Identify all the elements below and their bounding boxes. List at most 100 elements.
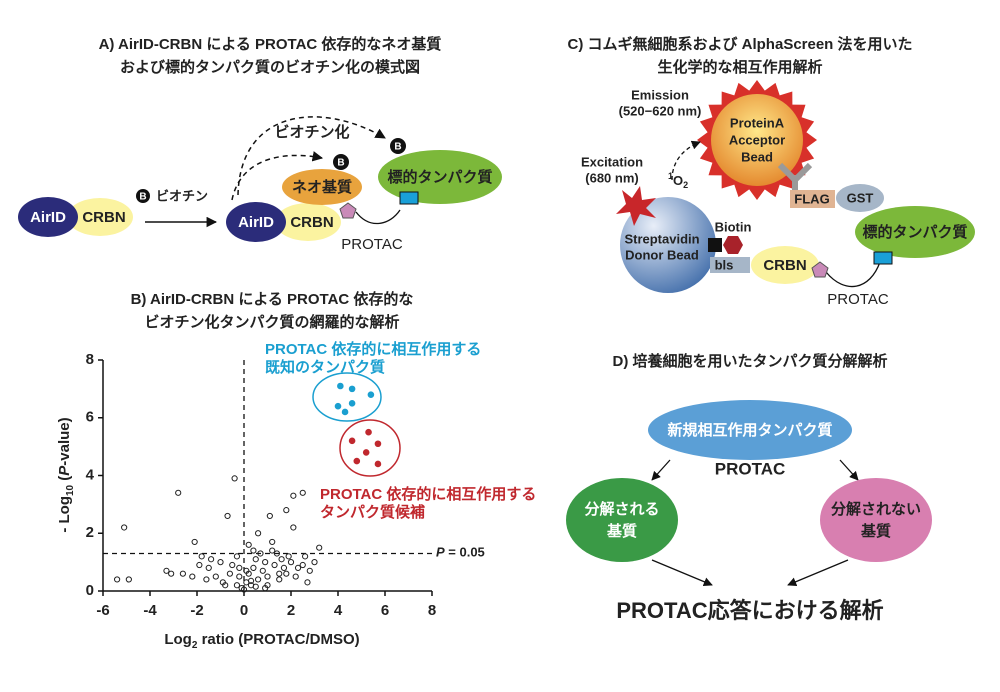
point <box>168 570 175 577</box>
point <box>236 573 243 580</box>
point <box>278 556 285 563</box>
point <box>240 586 248 593</box>
x-tick-label: 4 <box>334 602 343 619</box>
x-tick-label: 8 <box>428 602 436 619</box>
point <box>287 559 295 566</box>
label: AirID <box>238 214 274 231</box>
label: 新規相互作用タンパク質 <box>667 421 832 439</box>
crbn <box>67 198 133 236</box>
point <box>226 570 233 577</box>
antibody <box>777 162 813 192</box>
point <box>294 564 302 572</box>
point <box>198 553 205 560</box>
point <box>257 550 264 557</box>
point <box>233 582 241 589</box>
y-tick-label: 0 <box>86 582 94 599</box>
label: Bead <box>741 149 773 164</box>
point <box>299 489 306 496</box>
arrow <box>231 151 324 201</box>
point <box>337 382 344 390</box>
label: CRBN <box>290 214 333 231</box>
label: AirID <box>30 209 66 226</box>
point <box>262 585 269 592</box>
annotation: PROTAC 依存的に相互作用する <box>320 485 536 503</box>
point <box>121 524 128 531</box>
label: 基質 <box>606 522 637 540</box>
x-tick-label: 2 <box>287 602 295 619</box>
point <box>208 556 215 563</box>
label: PROTAC応答における解析 <box>616 598 883 623</box>
point <box>306 567 313 574</box>
cluster-outline <box>339 419 401 477</box>
point <box>269 547 276 554</box>
annotation: 既知のタンパク質 <box>265 358 385 376</box>
point <box>250 547 257 554</box>
title: A) AirID-CRBN による PROTAC 依存的なネオ基質 <box>99 35 442 53</box>
point <box>264 573 271 580</box>
point <box>362 449 370 456</box>
x-tick-label: -4 <box>143 602 157 619</box>
linker <box>355 209 401 225</box>
label: bls <box>715 257 734 272</box>
point <box>250 564 257 572</box>
annotation: PROTAC 依存的に相互作用する <box>265 340 481 358</box>
label: B <box>394 142 401 153</box>
label: B <box>139 192 146 203</box>
biotin-icon <box>333 154 349 170</box>
point <box>175 489 182 496</box>
label: (520−620 nm) <box>619 103 702 118</box>
label: Biotin <box>715 219 752 234</box>
panel-c: C) コムギ無細胞系および AlphaScreen 法を用いた 生化学的な相互作… <box>567 35 975 308</box>
title: C) コムギ無細胞系および AlphaScreen 法を用いた <box>567 35 912 53</box>
label: PROTAC <box>827 291 889 308</box>
point <box>252 556 259 563</box>
x-tick-label: -6 <box>96 602 109 619</box>
annotation: タンパク質候補 <box>320 503 425 521</box>
label: Donor Bead <box>625 247 699 262</box>
point <box>365 428 372 436</box>
label: CRBN <box>763 257 806 274</box>
title: ビオチン化タンパク質の網羅的な解析 <box>144 313 399 331</box>
ligand <box>811 261 829 278</box>
point <box>205 564 212 572</box>
x-axis-label: Log2 ratio (PROTAC/DMSO) <box>164 631 359 651</box>
label: CRBN <box>82 209 125 226</box>
point <box>374 440 382 448</box>
label: ビオチン <box>156 188 208 203</box>
point <box>280 564 288 572</box>
node <box>566 478 678 562</box>
point <box>255 576 262 583</box>
label: PROTAC <box>341 236 403 253</box>
point <box>125 576 132 583</box>
label: FLAG <box>794 191 829 206</box>
biotin-icon <box>136 189 150 203</box>
point <box>229 561 236 569</box>
point <box>292 573 299 580</box>
bls <box>710 257 750 273</box>
point <box>269 538 276 546</box>
burst <box>616 186 656 226</box>
y-axis-label: - Log10 (P-value) <box>56 417 76 532</box>
title: および標的タンパク質のビオチン化の模式図 <box>120 58 420 76</box>
y-tick-label: 4 <box>86 466 95 483</box>
label: 分解される <box>584 500 659 518</box>
x-tick-label: 6 <box>381 602 389 619</box>
label: Acceptor <box>729 132 785 147</box>
title: D) 培養細胞を用いたタンパク質分解解析 <box>613 352 888 370</box>
label: PROTAC <box>715 459 786 478</box>
arrow <box>651 459 671 481</box>
point <box>259 567 266 574</box>
point <box>334 402 342 410</box>
label: (680 nm) <box>585 170 638 185</box>
biotin <box>723 236 743 254</box>
label: 分解されない <box>831 500 921 518</box>
neo-substrate <box>282 169 362 205</box>
y-tick-label: 6 <box>86 409 94 426</box>
ligand <box>873 251 893 265</box>
point <box>283 507 290 514</box>
point <box>271 561 278 569</box>
title: B) AirID-CRBN による PROTAC 依存的な <box>131 290 414 308</box>
x-tick-label: -2 <box>190 602 203 619</box>
donor-bead <box>620 197 716 293</box>
point <box>243 567 250 574</box>
